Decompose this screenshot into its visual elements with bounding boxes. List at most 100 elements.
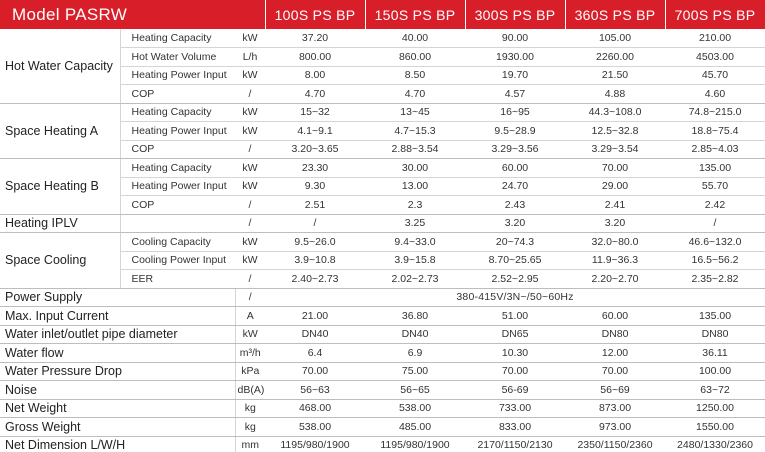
value-cell: 733.00 xyxy=(465,399,566,418)
sub-parameter-label: Heating Capacity xyxy=(120,29,236,48)
group-label: Heating IPLV xyxy=(0,214,121,233)
value-cell: 37.20 xyxy=(265,29,366,48)
unit-cell: / xyxy=(235,214,266,233)
sub-parameter-label: Heating Power Input xyxy=(120,177,236,196)
value-cell: 210.00 xyxy=(665,29,765,48)
group-label: Space Heating B xyxy=(0,158,121,215)
value-cell: 3.20 xyxy=(565,214,666,233)
value-cell: 1930.00 xyxy=(465,47,566,67)
value-cell: 2.35~2.82 xyxy=(665,269,765,289)
unit-cell: kW xyxy=(235,251,266,270)
value-cell: 4.70 xyxy=(265,84,366,104)
value-cell: 3.20~3.65 xyxy=(265,140,366,159)
unit-cell: L/h xyxy=(235,47,266,67)
value-cell: 29.00 xyxy=(565,177,666,196)
table-row: COP/3.20~3.65 2.88~3.54 3.29~3.56 3.29~3.54… xyxy=(0,140,765,159)
value-cell: 44.3~108.0 xyxy=(565,103,666,122)
table-row: Space Cooling Cooling Capacity kW 9.5~26.0 9… xyxy=(0,232,765,289)
table-row: Heating Power Input kW 9.30 13.00 24.70 29.00… xyxy=(0,177,765,196)
value-cell: 90.00 xyxy=(465,29,566,48)
unit-cell: / xyxy=(235,195,266,215)
table-row: Net Weight kg 468.00 538.00 733.00 873.00 1250… xyxy=(0,399,765,418)
value-cell: 9.5~26.0 xyxy=(265,232,366,252)
value-cell: 2260.00 xyxy=(565,47,666,67)
value-cell: 2.40~2.73 xyxy=(265,269,366,289)
value-cell: 100.00 xyxy=(665,362,765,381)
parameter-label: Max. Input Current xyxy=(0,306,236,326)
group-label: Hot Water Capacity xyxy=(0,29,121,104)
unit-cell: kW xyxy=(235,158,266,178)
value-cell: 70.00 xyxy=(565,158,666,178)
value-cell: 4.70 xyxy=(365,84,466,104)
value-cell: 4.60 xyxy=(665,84,765,104)
value-cell: 40.00 xyxy=(365,29,466,48)
unit-cell: kW xyxy=(235,177,266,196)
unit-cell: kW xyxy=(235,325,266,344)
unit-cell: kW xyxy=(235,66,266,85)
unit-cell: kPa xyxy=(235,362,266,381)
model-header: 700S PS BP xyxy=(665,0,765,29)
value-cell: 1250.00 xyxy=(665,399,765,418)
unit-cell: dB(A) xyxy=(235,380,266,400)
model-label: Model PASRW xyxy=(0,0,236,29)
value-cell: 9.30 xyxy=(265,177,366,196)
value-cell: DN65 xyxy=(465,325,566,344)
value-cell: 800.00 xyxy=(265,47,366,67)
table-row: Hot Water Volume L/h 800.00 860.00 1930.00 22… xyxy=(0,47,765,67)
sub-parameter-label: COP xyxy=(120,195,236,215)
value-cell: 2.51 xyxy=(265,195,366,215)
value-cell: 12.5~32.8 xyxy=(565,121,666,141)
table-header: Model PASRW 100S PS BP 150S PS BP 300S PS … xyxy=(0,0,765,29)
value-cell: 12.00 xyxy=(565,343,666,363)
value-cell: 4503.00 xyxy=(665,47,765,67)
sub-parameter-label: Cooling Capacity xyxy=(120,232,236,252)
unit-cell: / xyxy=(235,140,266,159)
value-cell: 4.7~15.3 xyxy=(365,121,466,141)
group-label: Space Cooling xyxy=(0,232,121,289)
unit-cell: m³/h xyxy=(235,343,266,363)
value-cell: 380-415V/3N~/50~60Hz xyxy=(265,288,765,307)
value-cell: 2.02~2.73 xyxy=(365,269,466,289)
parameter-label: Power Supply xyxy=(0,288,236,307)
table-row: Net Dimension L/W/H mm 1195/980/1900 1195/9… xyxy=(0,436,765,452)
value-cell: 60.00 xyxy=(565,306,666,326)
value-cell: 21.00 xyxy=(265,306,366,326)
value-cell: 538.00 xyxy=(265,417,366,437)
sub-parameter-label: Hot Water Volume xyxy=(120,47,236,67)
value-cell: 2.88~3.54 xyxy=(365,140,466,159)
value-cell: 2.85~4.03 xyxy=(665,140,765,159)
sub-parameter-label: Heating Capacity xyxy=(120,158,236,178)
value-cell: 973.00 xyxy=(565,417,666,437)
value-cell: 2.43 xyxy=(465,195,566,215)
parameter-label: Water inlet/outlet pipe diameter xyxy=(0,325,236,344)
value-cell: 468.00 xyxy=(265,399,366,418)
value-cell: 60.00 xyxy=(465,158,566,178)
value-cell: 4.88 xyxy=(565,84,666,104)
value-cell: 32.0~80.0 xyxy=(565,232,666,252)
sub-parameter-label: Cooling Power Input xyxy=(120,251,236,270)
sub-parameter-label xyxy=(120,214,236,233)
value-cell: 46.6~132.0 xyxy=(665,232,765,252)
value-cell: / xyxy=(665,214,765,233)
unit-cell: kW xyxy=(235,121,266,141)
value-cell: DN40 xyxy=(265,325,366,344)
value-cell: 9.5~28.9 xyxy=(465,121,566,141)
model-header: 150S PS BP xyxy=(365,0,466,29)
value-cell: 13.00 xyxy=(365,177,466,196)
value-cell: 18.8~75.4 xyxy=(665,121,765,141)
sub-parameter-label: COP xyxy=(120,84,236,104)
table-row: Cooling Power Input kW 3.9~10.8 3.9~15.8 8.7… xyxy=(0,251,765,270)
value-cell: 3.9~15.8 xyxy=(365,251,466,270)
value-cell: 30.00 xyxy=(365,158,466,178)
table-row: Heating Power Input kW 4.1~9.1 4.7~15.3 9.5~… xyxy=(0,121,765,141)
header-unit-cell xyxy=(235,0,266,29)
value-cell: 56~65 xyxy=(365,380,466,400)
value-cell: 16~95 xyxy=(465,103,566,122)
value-cell: 56-69 xyxy=(465,380,566,400)
table-row: Space Heating A Heating Capacity kW 15~32 13… xyxy=(0,103,765,159)
parameter-label: Water flow xyxy=(0,343,236,363)
value-cell: 51.00 xyxy=(465,306,566,326)
value-cell: 8.50 xyxy=(365,66,466,85)
value-cell: 56~69 xyxy=(565,380,666,400)
